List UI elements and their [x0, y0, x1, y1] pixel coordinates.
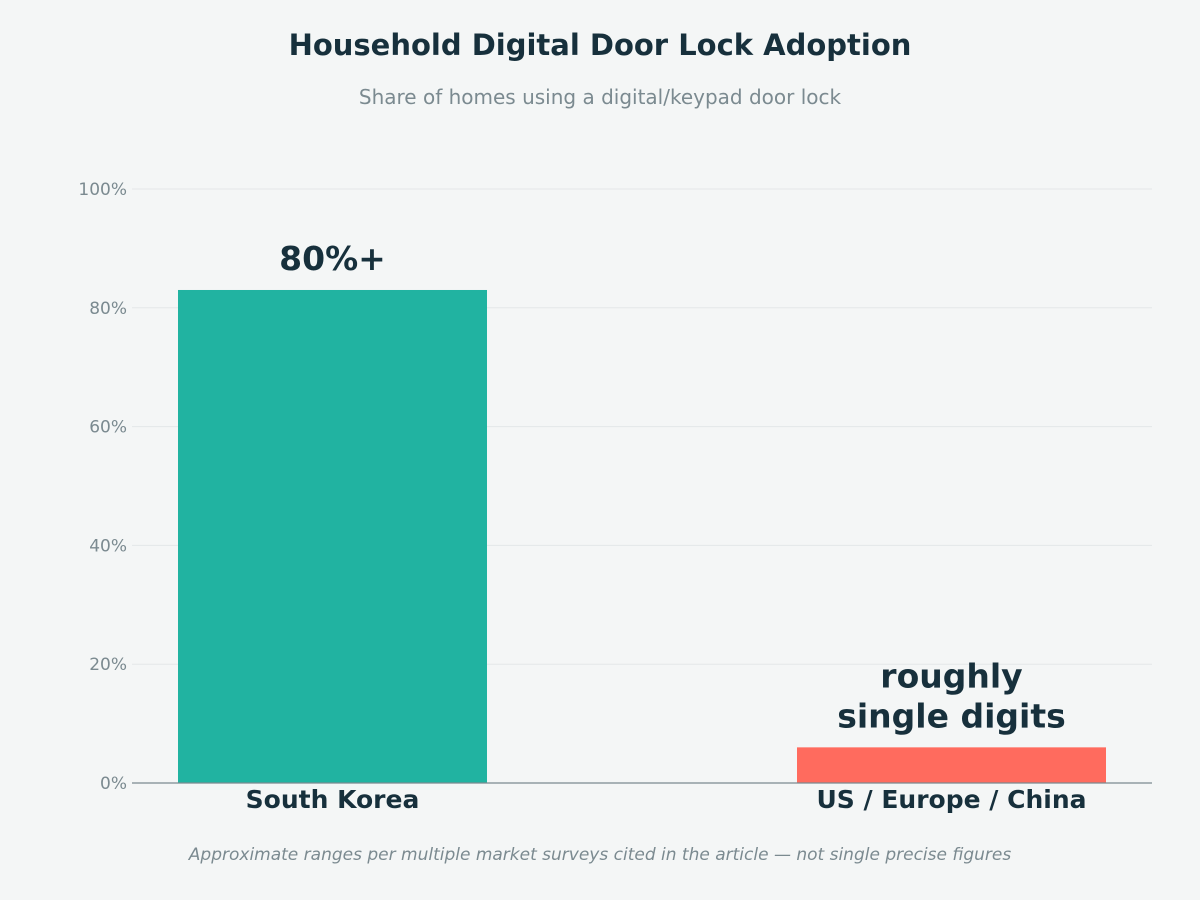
bar [797, 747, 1106, 783]
y-tick-label: 100% [78, 180, 127, 200]
y-tick-label: 60% [89, 418, 127, 438]
data-label: roughly [880, 656, 1022, 695]
y-tick-label: 80% [89, 299, 127, 319]
chart-subtitle: Share of homes using a digital/keypad do… [359, 85, 842, 109]
x-category-label: South Korea [246, 785, 420, 814]
x-axis-categories: South Korea US / Europe / China [246, 785, 1087, 814]
bar [178, 289, 487, 783]
y-axis-ticks: 0% 20% 40% 60% 80% 100% [78, 180, 127, 794]
y-tick-label: 20% [89, 655, 127, 675]
data-label: single digits [837, 696, 1066, 735]
footnote: Approximate ranges per multiple market s… [188, 845, 1012, 865]
data-label: 80%+ [279, 239, 386, 278]
bars [178, 289, 1106, 783]
chart-title: Household Digital Door Lock Adoption [289, 28, 912, 62]
x-category-label: US / Europe / China [817, 785, 1087, 814]
y-tick-label: 40% [89, 536, 127, 556]
y-tick-label: 0% [100, 774, 127, 794]
